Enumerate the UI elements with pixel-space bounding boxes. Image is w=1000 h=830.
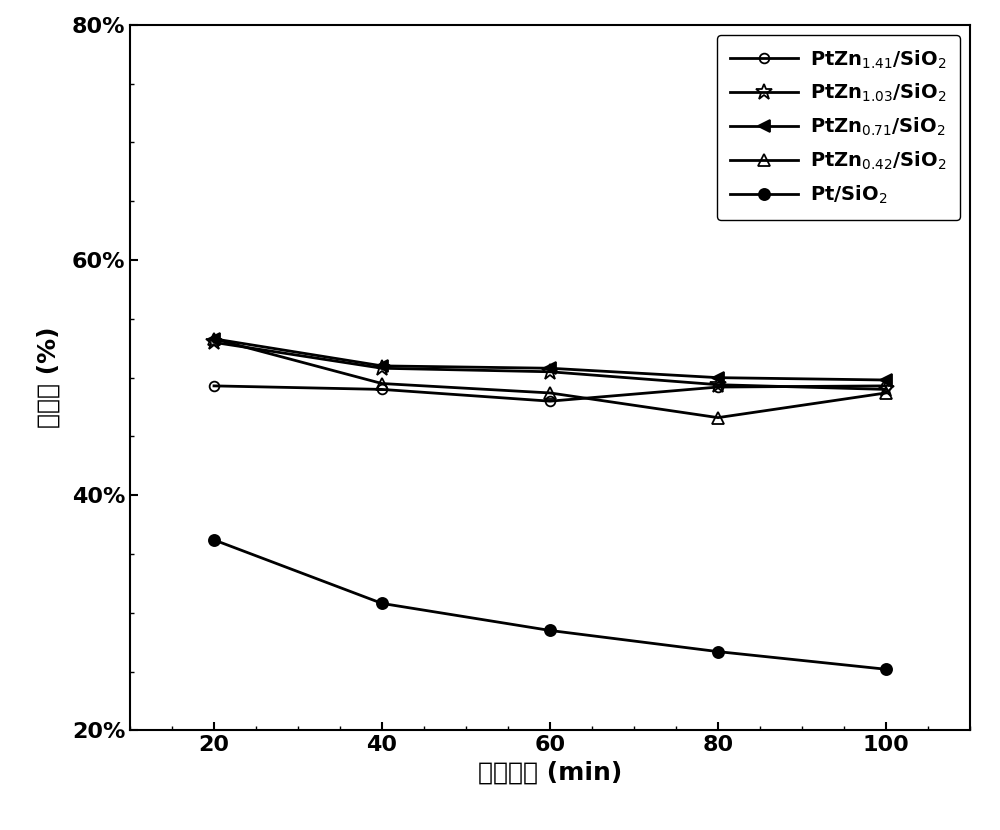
Pt/SiO$_2$	[376, 598, 388, 608]
Pt/SiO$_2$	[544, 626, 556, 636]
Line: PtZn$_{1.41}$/SiO$_2$: PtZn$_{1.41}$/SiO$_2$	[209, 381, 891, 406]
PtZn$_{1.41}$/SiO$_2$	[880, 381, 892, 391]
PtZn$_{1.03}$/SiO$_2$	[376, 364, 388, 374]
PtZn$_{1.41}$/SiO$_2$	[544, 396, 556, 406]
PtZn$_{0.71}$/SiO$_2$	[208, 334, 220, 344]
PtZn$_{0.71}$/SiO$_2$	[880, 375, 892, 385]
PtZn$_{0.42}$/SiO$_2$	[880, 388, 892, 398]
Y-axis label: 转化率 (%): 转化率 (%)	[37, 327, 61, 428]
Line: PtZn$_{0.71}$/SiO$_2$: PtZn$_{0.71}$/SiO$_2$	[208, 334, 892, 386]
PtZn$_{0.71}$/SiO$_2$	[376, 361, 388, 371]
PtZn$_{0.42}$/SiO$_2$	[376, 378, 388, 388]
Line: Pt/SiO$_2$: Pt/SiO$_2$	[208, 535, 892, 675]
PtZn$_{1.41}$/SiO$_2$	[208, 381, 220, 391]
Pt/SiO$_2$	[208, 535, 220, 544]
Line: PtZn$_{0.42}$/SiO$_2$: PtZn$_{0.42}$/SiO$_2$	[208, 334, 892, 423]
Line: PtZn$_{1.03}$/SiO$_2$: PtZn$_{1.03}$/SiO$_2$	[206, 334, 894, 398]
Pt/SiO$_2$	[880, 664, 892, 674]
PtZn$_{1.41}$/SiO$_2$	[376, 384, 388, 394]
PtZn$_{1.03}$/SiO$_2$	[880, 384, 892, 394]
PtZn$_{1.03}$/SiO$_2$	[208, 337, 220, 347]
Pt/SiO$_2$	[712, 647, 724, 657]
PtZn$_{0.71}$/SiO$_2$	[712, 373, 724, 383]
PtZn$_{1.03}$/SiO$_2$	[544, 367, 556, 377]
PtZn$_{1.03}$/SiO$_2$	[712, 380, 724, 390]
PtZn$_{0.42}$/SiO$_2$	[712, 413, 724, 422]
PtZn$_{0.42}$/SiO$_2$	[544, 388, 556, 398]
Legend: PtZn$_{1.41}$/SiO$_2$, PtZn$_{1.03}$/SiO$_2$, PtZn$_{0.71}$/SiO$_2$, PtZn$_{0.42: PtZn$_{1.41}$/SiO$_2$, PtZn$_{1.03}$/SiO…	[717, 35, 960, 220]
X-axis label: 反应时间 (min): 反应时间 (min)	[478, 761, 622, 785]
PtZn$_{1.41}$/SiO$_2$	[712, 382, 724, 392]
PtZn$_{0.42}$/SiO$_2$	[208, 334, 220, 344]
PtZn$_{0.71}$/SiO$_2$	[544, 364, 556, 374]
